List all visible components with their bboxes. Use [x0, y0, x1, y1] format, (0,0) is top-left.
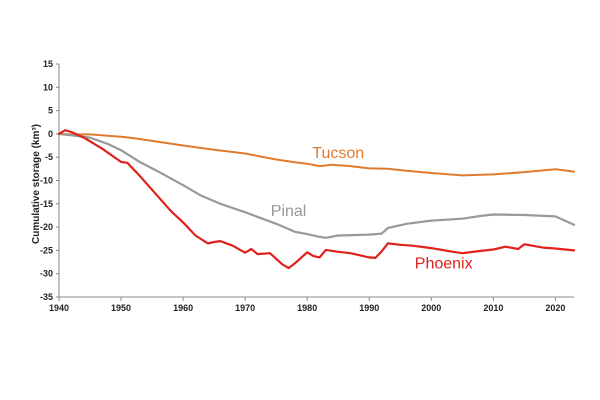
y-tick-label: 0: [48, 129, 53, 139]
series-line-phoenix: [57, 129, 576, 270]
series-label-tucson: Tucson: [312, 145, 364, 162]
series-line-tucson: [58, 132, 575, 177]
series-labels: Tucson Pinal Phoenix: [271, 145, 473, 272]
y-tick-label: 10: [43, 82, 53, 92]
x-tick-label: 1950: [111, 303, 131, 313]
x-tick-label: 1990: [359, 303, 379, 313]
series-lines: [57, 129, 576, 270]
y-tick-label: -15: [40, 199, 53, 209]
x-tick-label: 1980: [297, 303, 317, 313]
x-tick-label: 2010: [483, 303, 503, 313]
series-label-pinal: Pinal: [271, 203, 307, 220]
y-axis-label: Cumulative storage (km³): [31, 124, 42, 244]
x-tick-label: 2020: [545, 303, 565, 313]
y-tick-label: 15: [43, 59, 53, 69]
x-tick-label: 2000: [421, 303, 441, 313]
y-tick-label: -35: [40, 292, 53, 302]
y-tick-label: -30: [40, 269, 53, 279]
y-tick-label: -20: [40, 222, 53, 232]
x-tick-label: 1940: [49, 303, 69, 313]
series-label-phoenix: Phoenix: [415, 256, 473, 273]
x-tick-label: 1970: [235, 303, 255, 313]
y-tick-label: 5: [48, 106, 53, 116]
x-tick-label: 1960: [173, 303, 193, 313]
y-tick-label: -25: [40, 245, 53, 255]
y-tick-label: -5: [45, 152, 53, 162]
y-tick-label: -10: [40, 176, 53, 186]
series-line-pinal: [57, 132, 576, 239]
